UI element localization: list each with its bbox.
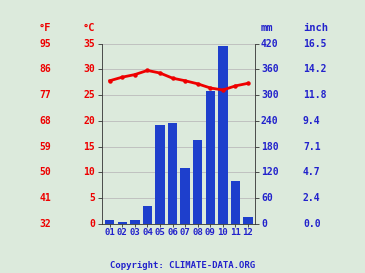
Text: 41: 41 — [39, 193, 51, 203]
Text: 16.5: 16.5 — [303, 39, 326, 49]
Text: 5: 5 — [89, 193, 95, 203]
Text: 0: 0 — [261, 219, 267, 229]
Text: 77: 77 — [39, 90, 51, 100]
Bar — [180, 168, 190, 224]
Text: °C: °C — [82, 23, 95, 33]
Text: mm: mm — [261, 23, 273, 33]
Bar — [231, 181, 240, 224]
Bar — [218, 46, 227, 224]
Bar — [130, 220, 139, 224]
Text: 4.7: 4.7 — [303, 167, 320, 177]
Text: 95: 95 — [39, 39, 51, 49]
Text: 86: 86 — [39, 64, 51, 75]
Text: 11.8: 11.8 — [303, 90, 326, 100]
Text: °F: °F — [39, 23, 51, 33]
Text: 35: 35 — [83, 39, 95, 49]
Text: 20: 20 — [83, 116, 95, 126]
Text: 0: 0 — [89, 219, 95, 229]
Text: 300: 300 — [261, 90, 278, 100]
Text: 180: 180 — [261, 142, 278, 152]
Text: 25: 25 — [83, 90, 95, 100]
Text: 0.0: 0.0 — [303, 219, 320, 229]
Text: 68: 68 — [39, 116, 51, 126]
Text: inch: inch — [303, 23, 328, 33]
Text: 360: 360 — [261, 64, 278, 75]
Text: 30: 30 — [83, 64, 95, 75]
Text: 50: 50 — [39, 167, 51, 177]
Bar — [205, 91, 215, 224]
Bar — [155, 125, 165, 224]
Bar — [243, 217, 253, 224]
Text: 10: 10 — [83, 167, 95, 177]
Text: 240: 240 — [261, 116, 278, 126]
Text: 120: 120 — [261, 167, 278, 177]
Bar — [143, 206, 152, 224]
Bar — [193, 140, 203, 224]
Text: 59: 59 — [39, 142, 51, 152]
Text: 2.4: 2.4 — [303, 193, 320, 203]
Text: 32: 32 — [39, 219, 51, 229]
Bar — [168, 123, 177, 224]
Bar — [105, 220, 115, 224]
Bar — [118, 222, 127, 224]
Text: 7.1: 7.1 — [303, 142, 320, 152]
Text: 14.2: 14.2 — [303, 64, 326, 75]
Text: 9.4: 9.4 — [303, 116, 320, 126]
Text: 60: 60 — [261, 193, 273, 203]
Text: 420: 420 — [261, 39, 278, 49]
Text: Copyright: CLIMATE-DATA.ORG: Copyright: CLIMATE-DATA.ORG — [110, 261, 255, 270]
Text: 15: 15 — [83, 142, 95, 152]
